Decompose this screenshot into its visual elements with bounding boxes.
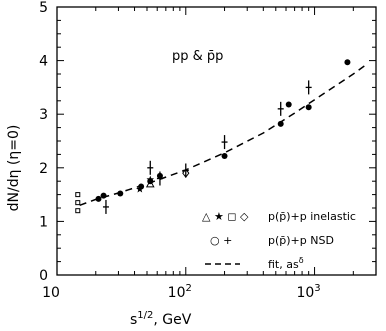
legend-label-nsd: p(p̄)+p NSD bbox=[268, 234, 334, 247]
legend-label-fit: fit, asδ bbox=[268, 256, 304, 271]
legend-symbols-inelastic: △ ★ ◻ ◇ bbox=[202, 210, 249, 223]
square-marker bbox=[75, 208, 81, 214]
square-marker bbox=[75, 192, 81, 198]
y-tick-label: 1 bbox=[39, 214, 48, 230]
square-marker bbox=[75, 200, 81, 206]
y-tick-label: 2 bbox=[39, 161, 48, 177]
x-axis-label-unit: , GeV bbox=[153, 312, 191, 328]
y-tick-label: 4 bbox=[39, 54, 48, 70]
x-tick-label: 103 bbox=[296, 283, 320, 301]
y-tick-label: 0 bbox=[39, 268, 48, 284]
x-tick-label-base: 10 bbox=[296, 285, 314, 301]
y-tick-label: 3 bbox=[39, 107, 48, 123]
star-marker bbox=[136, 185, 144, 193]
x-tick-label-base: 10 bbox=[42, 285, 60, 301]
circle-marker bbox=[285, 101, 292, 108]
plus-marker bbox=[156, 171, 163, 186]
x-axis-label-base: s bbox=[130, 312, 137, 328]
plus-marker bbox=[147, 160, 154, 175]
legend-symbols-nsd: ○ + bbox=[210, 234, 232, 247]
legend: △ ★ ◻ ◇ p(p̄)+p inelastic ○ + p(p̄)+p NS… bbox=[202, 210, 356, 271]
x-tick-label-exponent: 2 bbox=[186, 283, 192, 294]
diamond-marker bbox=[182, 168, 190, 178]
plus-marker bbox=[182, 163, 189, 178]
legend-label-inelastic: p(p̄)+p inelastic bbox=[268, 210, 356, 223]
legend-label-fit-base: fit, as bbox=[268, 258, 299, 271]
x-tick-label: 102 bbox=[168, 283, 192, 301]
circle-marker bbox=[344, 59, 351, 66]
legend-label-fit-exponent: δ bbox=[299, 256, 304, 265]
plus-marker bbox=[277, 101, 284, 116]
circle-marker bbox=[117, 190, 124, 197]
star-marker bbox=[146, 175, 155, 183]
plus-marker bbox=[305, 80, 312, 95]
x-axis-label: s1/2, GeV bbox=[130, 310, 192, 328]
x-axis-label-exponent: 1/2 bbox=[137, 310, 153, 321]
data-marks bbox=[75, 59, 367, 214]
plus-marker bbox=[221, 135, 228, 150]
x-tick-label: 10 bbox=[42, 285, 60, 301]
fit-curve bbox=[79, 64, 367, 207]
circle-marker bbox=[277, 120, 284, 127]
circle-marker bbox=[221, 153, 228, 160]
pp-annotation: pp & p̄p bbox=[172, 49, 223, 64]
x-tick-label-exponent: 3 bbox=[314, 283, 320, 294]
plus-marker bbox=[102, 199, 109, 214]
y-axis-label: dN/dη (η=0) bbox=[6, 125, 22, 212]
x-tick-label-base: 10 bbox=[168, 285, 186, 301]
circle-marker bbox=[95, 195, 102, 202]
y-tick-label: 5 bbox=[39, 0, 48, 16]
triangle-marker bbox=[145, 179, 155, 188]
circle-marker bbox=[305, 104, 312, 111]
circle-marker bbox=[100, 192, 107, 199]
